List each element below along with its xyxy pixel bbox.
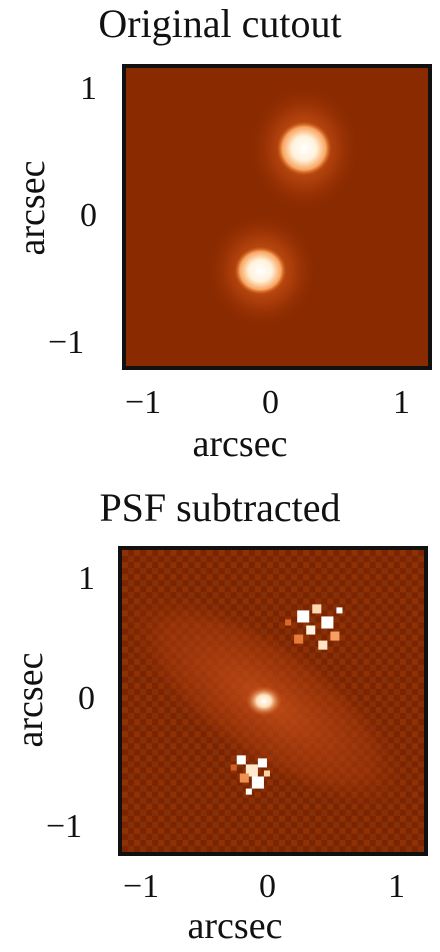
residual-lower	[230, 755, 270, 795]
central-source	[245, 685, 283, 717]
x-axis-label: arcsec	[192, 423, 288, 465]
x-tick-label: 1	[393, 384, 410, 421]
image-frame	[118, 546, 428, 856]
panel-title: Original cutout	[98, 1, 342, 46]
source-core	[277, 121, 332, 176]
y-tick-label: 1	[80, 70, 97, 107]
x-tick-label: 0	[259, 868, 276, 905]
residual-upper	[285, 604, 343, 650]
panel-original-cutout: Original cutout arcsec 1 0 −1	[0, 0, 440, 470]
psf-subtracted-image	[122, 550, 424, 852]
y-tick-label: 1	[78, 560, 95, 597]
y-axis-label: arcsec	[9, 652, 51, 748]
y-tick-label: 0	[78, 680, 95, 717]
y-tick-label: 0	[80, 197, 97, 234]
y-tick-label: −1	[48, 324, 85, 361]
x-axis-label: arcsec	[187, 905, 283, 947]
x-tick-label: −1	[125, 384, 162, 421]
panel-title: PSF subtracted	[99, 485, 341, 530]
x-tick-label: 1	[388, 868, 405, 905]
x-tick-label: 0	[262, 384, 279, 421]
panel-psf-subtracted: PSF subtracted arcsec 1 0 −1	[0, 478, 440, 952]
x-tick-label: −1	[123, 868, 160, 905]
source-core	[234, 246, 287, 295]
original-cutout-image	[126, 68, 428, 366]
image-frame	[122, 64, 432, 370]
y-axis-label: arcsec	[11, 160, 53, 256]
y-tick-label: −1	[46, 808, 83, 845]
